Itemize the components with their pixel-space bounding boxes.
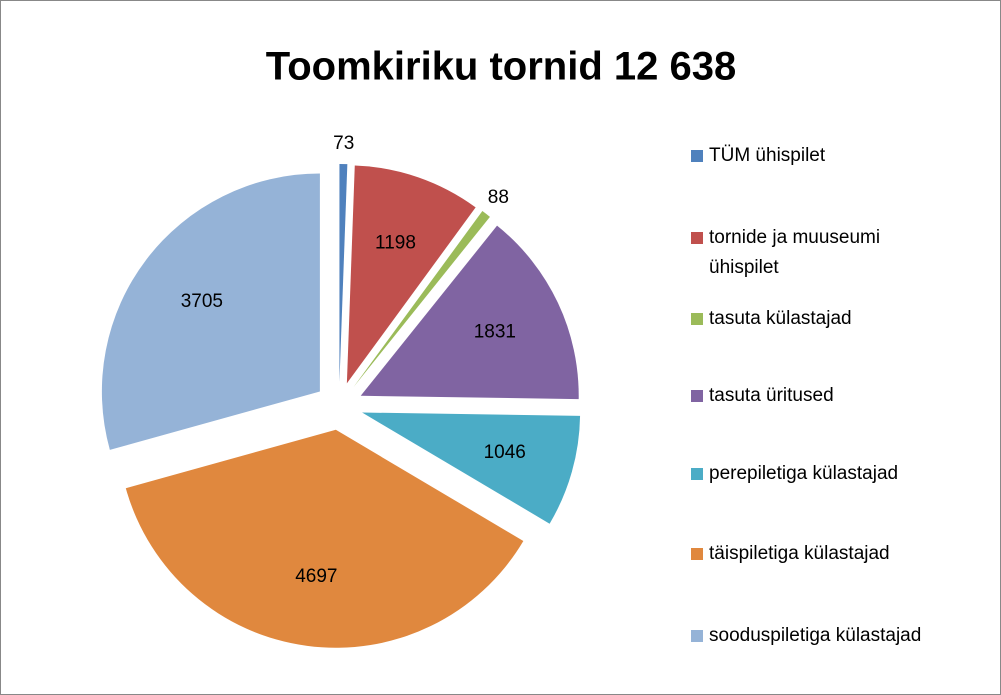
data-label: 3705 [181,291,223,312]
chart-title: Toomkiriku tornid 12 638 [266,45,737,89]
legend-swatch [691,548,703,560]
pie-slice [360,225,579,400]
legend-label: tasuta üritused [709,385,834,406]
legend-item: tornide ja muuseumi ühispilet [691,223,919,283]
legend-label: tasuta külastajad [709,308,852,329]
pie-slice [362,412,581,524]
legend-item: perepiletiga külastajad [691,459,979,489]
legend-swatch [691,630,703,642]
legend-item: TÜM ühispilet [691,141,979,171]
legend-label: tornide ja muuseumi ühispilet [709,227,881,278]
legend-item: tasuta üritused [691,381,979,411]
legend-swatch [691,390,703,402]
legend-item: täispiletiga külastajad [691,539,979,569]
data-label: 88 [488,187,509,208]
legend-label: täispiletiga külastajad [709,543,890,564]
legend-swatch [691,232,703,244]
legend-item: sooduspiletiga külastajad [691,621,979,651]
pie-slice [101,173,320,450]
data-label: 1046 [484,442,526,463]
pie-slice [346,165,476,384]
pie-slice [353,211,490,387]
legend-label: perepiletiga külastajad [709,463,899,484]
data-label: 1831 [474,322,516,343]
legend-swatch [691,150,703,162]
data-label: 73 [333,133,354,154]
pie-slice [339,164,348,383]
pie-slice [125,429,524,648]
legend-label: sooduspiletiga külastajad [709,625,922,646]
data-label: 1198 [375,232,416,253]
legend-label: TÜM ühispilet [709,145,826,166]
data-label: 4697 [295,566,337,587]
legend-swatch [691,468,703,480]
legend-item: tasuta külastajad [691,304,979,334]
legend-swatch [691,313,703,325]
